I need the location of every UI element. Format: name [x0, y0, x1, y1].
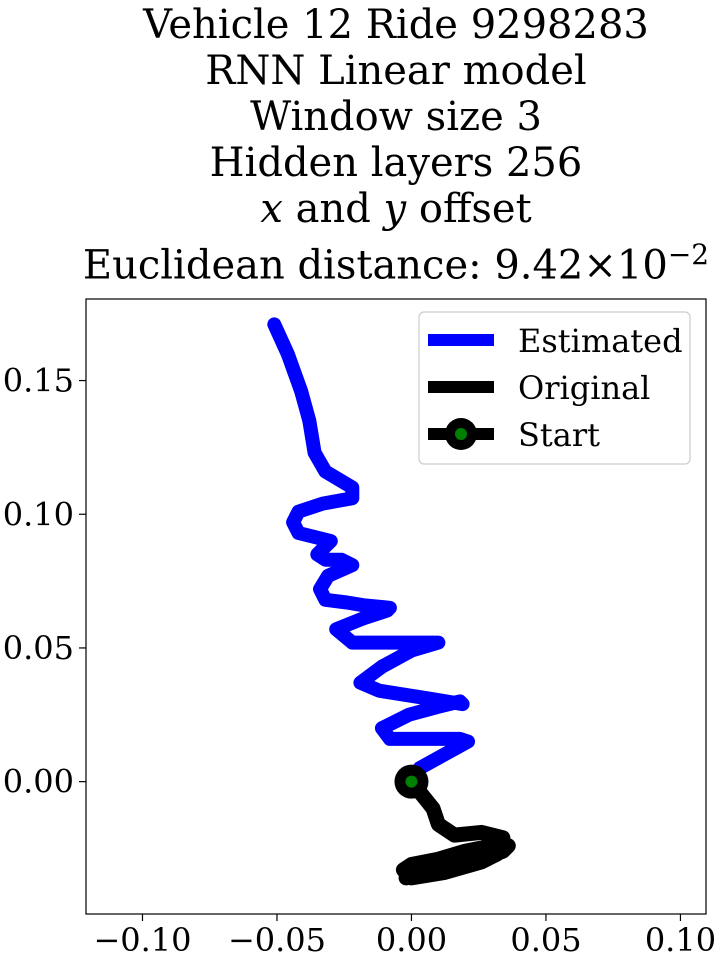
distance-base: 10	[616, 242, 668, 289]
y-tick-label: 0.10	[3, 495, 74, 533]
x-tick-label: −0.05	[228, 921, 326, 959]
title-line-2: RNN Linear model	[205, 48, 587, 94]
title-x-symbol: x	[260, 186, 283, 232]
y-tick-label: 0.00	[3, 763, 74, 801]
y-tick-label: 0.05	[3, 629, 74, 667]
distance-prefix: Euclidean distance: 9.42	[82, 242, 584, 289]
title-line-4: Hidden layers 256	[209, 140, 583, 186]
axes-layer: −0.10 −0.05 0.00 0.05 0.10 0.00 0.05 0.10 0.15	[3, 362, 716, 959]
legend-label-start: Start	[518, 416, 600, 454]
plot-frame	[85, 298, 707, 915]
x-tick-label: 0.10	[645, 921, 716, 959]
x-tick-label: −0.10	[93, 921, 191, 959]
series-layer	[267, 317, 516, 886]
chart-title: Vehicle 12 Ride 9298283 RNN Linear model…	[0, 2, 722, 288]
legend-start-marker-face	[455, 428, 467, 440]
title-y-symbol: y	[383, 186, 407, 232]
title-and-word: and	[295, 186, 371, 232]
legend-label-estimated: Estimated	[518, 322, 683, 360]
estimated-trajectory-line	[267, 317, 475, 789]
y-tick-label: 0.15	[3, 362, 74, 400]
distance-exponent: −2	[667, 238, 710, 271]
legend-frame	[418, 311, 691, 465]
title-offset-word: offset	[418, 186, 532, 232]
legend-label-original: Original	[518, 369, 650, 407]
original-trajectory-line	[395, 774, 516, 886]
title-line-1: Vehicle 12 Ride 9298283	[143, 2, 649, 48]
distance-times: ×	[583, 242, 617, 289]
x-tick-label: 0.05	[510, 921, 581, 959]
title-line-3: Window size 3	[250, 94, 542, 140]
start-point-marker-face	[405, 775, 418, 788]
legend: Estimated Original Start	[418, 311, 691, 465]
x-tick-label: 0.00	[376, 921, 447, 959]
title-line-offset: x and y offset	[0, 186, 722, 232]
title-line-distance: Euclidean distance: 9.42×10−2	[0, 232, 722, 288]
